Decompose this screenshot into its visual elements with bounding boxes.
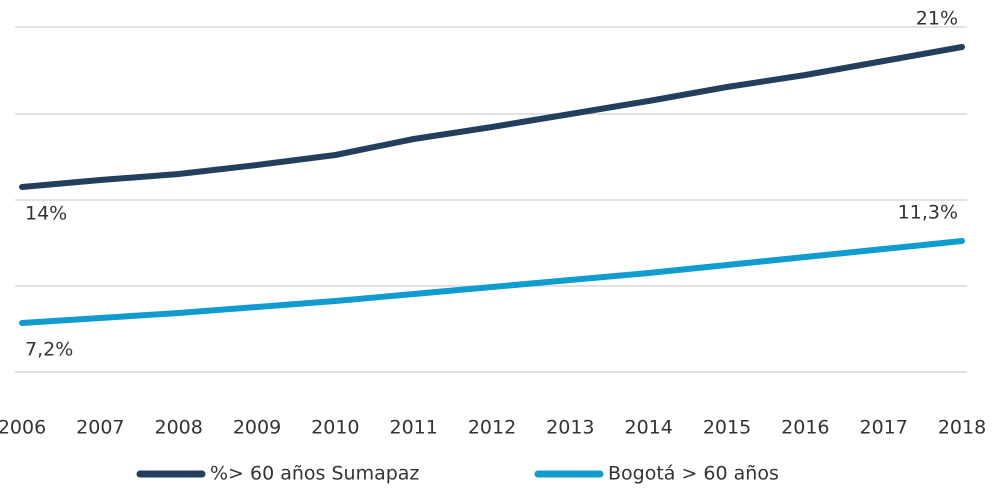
x-tick-label: 2011 — [389, 417, 437, 439]
x-tick-label: 2006 — [0, 417, 46, 439]
series-line — [19, 238, 965, 326]
x-tick-label: 2015 — [703, 417, 751, 439]
data-label: 21% — [916, 8, 958, 30]
x-tick-label: 2012 — [468, 417, 516, 439]
data-label: 7,2% — [25, 339, 73, 361]
x-tick-label: 2014 — [624, 417, 672, 439]
x-tick-label: 2010 — [311, 417, 359, 439]
x-tick-label: 2018 — [938, 417, 986, 439]
x-tick-label: 2009 — [233, 417, 281, 439]
x-tick-label: 2013 — [546, 417, 594, 439]
x-tick-label: 2017 — [859, 417, 907, 439]
x-tick-label: 2008 — [154, 417, 202, 439]
legend-label: Bogotá > 60 años — [608, 463, 779, 485]
x-tick-label: 2016 — [781, 417, 829, 439]
x-tick-label: 2007 — [76, 417, 124, 439]
data-label: 11,3% — [898, 202, 958, 224]
legend-label: %> 60 años Sumapaz — [210, 463, 419, 485]
data-label: 14% — [25, 203, 67, 225]
series-line — [19, 44, 965, 190]
